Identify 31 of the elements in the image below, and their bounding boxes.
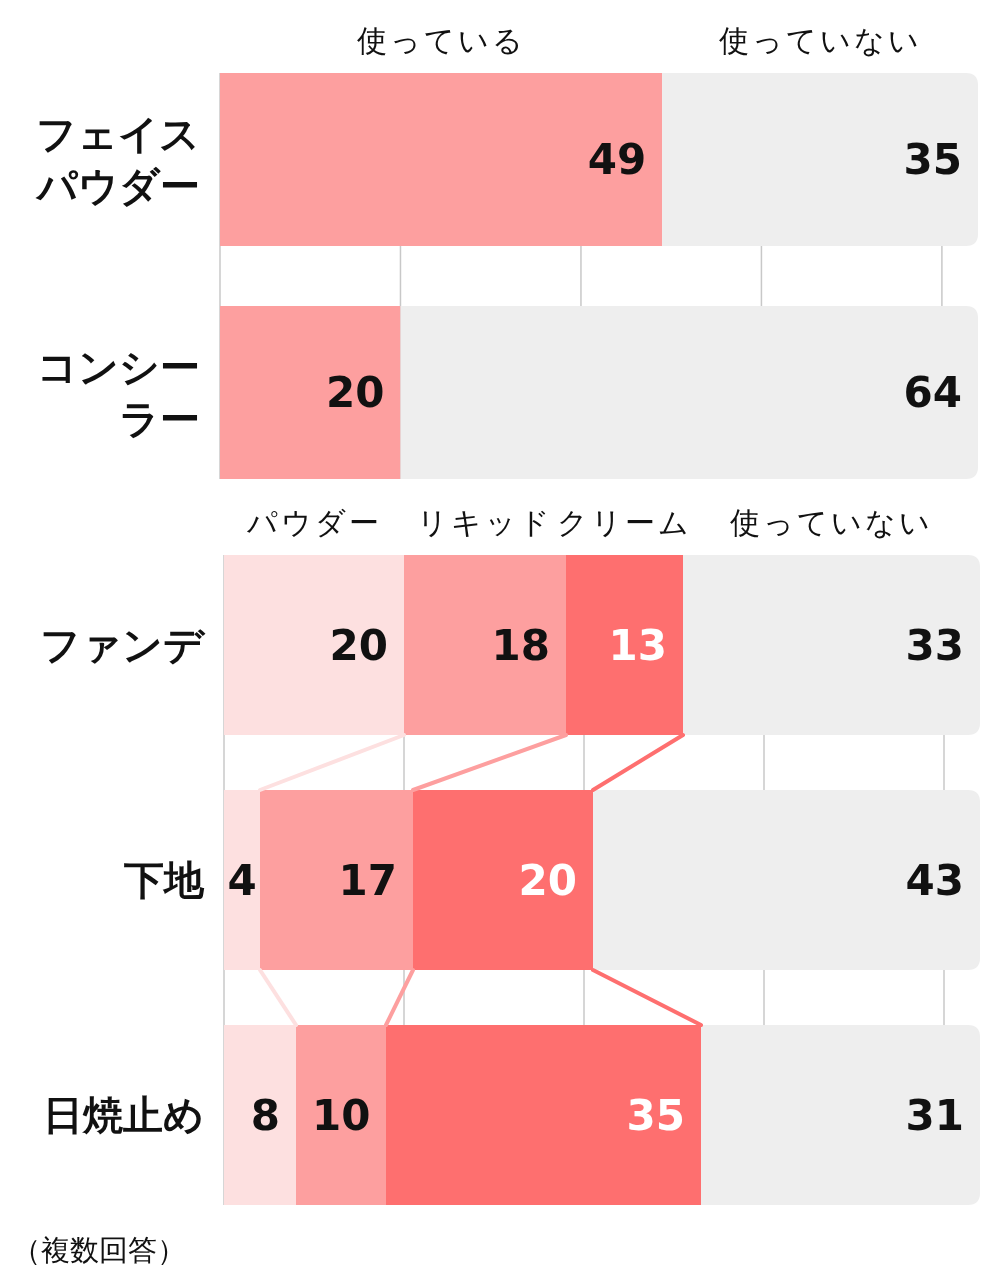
data-label: 17 (338, 855, 397, 905)
data-label: 13 (608, 620, 667, 670)
data-label: 49 (587, 135, 647, 184)
data-label: 18 (491, 620, 550, 670)
data-label: 8 (250, 1090, 280, 1140)
data-label: 10 (311, 1090, 371, 1140)
series-label: 使っている (356, 23, 526, 58)
series-label: リキッド (417, 505, 553, 540)
data-label: 20 (329, 620, 388, 670)
y-tick-label: ファンデ (40, 622, 206, 668)
series-label: パウダー (245, 505, 382, 540)
data-label: 35 (903, 135, 962, 184)
data-label: 33 (905, 620, 964, 670)
data-label: 4 (227, 855, 257, 905)
data-label: 31 (905, 1090, 964, 1140)
y-tick-label: コンシーラー (37, 343, 200, 442)
y-tick-label: 日焼止め (43, 1092, 204, 1138)
data-label: 20 (326, 368, 385, 417)
bar (593, 790, 980, 970)
data-label: 35 (626, 1090, 685, 1140)
series-label: 使っていない (718, 23, 922, 58)
series-label: 使っていない (730, 505, 933, 540)
data-label: 20 (518, 855, 577, 905)
bar (683, 555, 980, 735)
bar (701, 1025, 980, 1205)
text: （複数回答） (12, 1233, 186, 1267)
y-tick-label: 下地 (124, 857, 205, 903)
data-label: 64 (903, 368, 962, 417)
data-label: 43 (905, 855, 964, 905)
series-label: クリーム (557, 505, 692, 540)
y-tick-label: フェイスパウダー (35, 110, 200, 209)
